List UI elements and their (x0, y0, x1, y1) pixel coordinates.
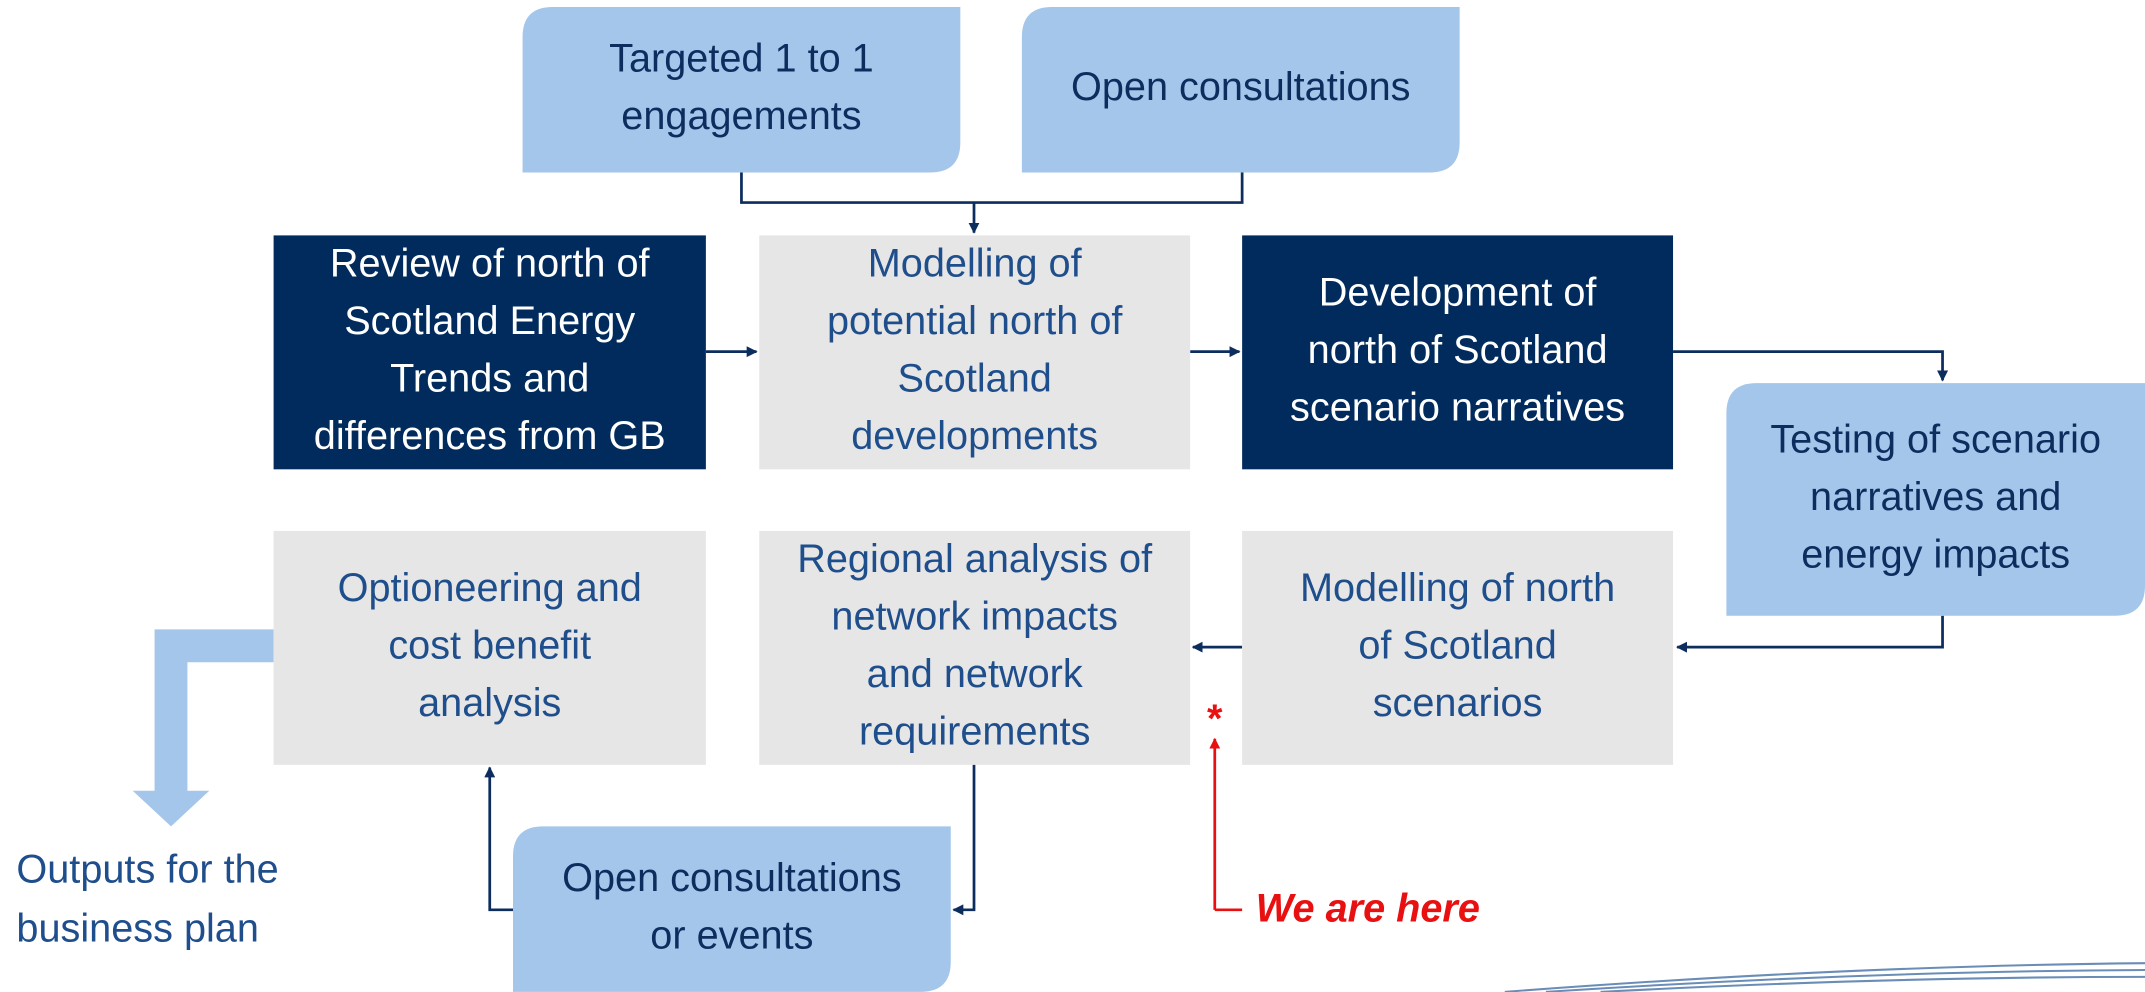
node-label: Modelling of north (1300, 566, 1615, 610)
node-label: Review of north of (330, 242, 651, 286)
node-label: differences from GB (314, 414, 666, 458)
node-label: Regional analysis of (797, 537, 1153, 581)
node-label: Open consultations (562, 856, 901, 900)
node-label: Open consultations (1071, 65, 1411, 109)
node-label: developments (851, 414, 1098, 458)
node-box (273, 235, 706, 470)
outputs-label: Outputs for the (16, 847, 278, 891)
here-marker: * (1207, 697, 1223, 741)
node-label: analysis (418, 681, 561, 725)
connector (740, 172, 1244, 204)
node-label: energy impacts (1801, 532, 2070, 576)
node-label: of Scotland (1358, 623, 1556, 667)
node-label: scenarios (1373, 681, 1543, 725)
node-label: and network (867, 652, 1083, 696)
node-label: potential north of (827, 299, 1123, 343)
node-label: Testing of scenario (1770, 417, 2101, 461)
output-arrowhead (132, 790, 210, 827)
node-label: network impacts (831, 595, 1118, 639)
node-label: Trends and (390, 357, 589, 401)
node-label: north of Scotland (1308, 328, 1608, 372)
node-label: narratives and (1810, 475, 2061, 519)
node-label: Scotland (898, 357, 1052, 401)
arrow (1676, 615, 1944, 653)
swoosh (1504, 962, 2145, 992)
node-label: or events (650, 913, 813, 957)
node-box (1726, 383, 2145, 616)
node-box (512, 826, 951, 992)
node-box (273, 530, 706, 765)
node-label: requirements (859, 710, 1090, 754)
outputs-label: business plan (16, 906, 259, 950)
node-label: cost benefit (388, 623, 591, 667)
node-box (759, 530, 1191, 765)
node-box (522, 6, 961, 173)
node-label: engagements (621, 94, 861, 138)
node-box (1242, 530, 1674, 765)
node-label: Targeted 1 to 1 (609, 36, 874, 80)
arrow (484, 766, 513, 912)
node-box (1021, 6, 1460, 173)
node-label: Development of (1319, 270, 1598, 314)
node-box (759, 235, 1191, 470)
here-label: We are here (1256, 887, 1480, 931)
arrow (952, 764, 976, 916)
output-arrow (154, 629, 274, 808)
node-label: Optioneering and (338, 566, 642, 610)
node-box (1242, 235, 1674, 470)
node-label: Modelling of (868, 242, 1083, 286)
node-label: scenario narratives (1290, 385, 1625, 429)
arrow (1673, 350, 1949, 382)
node-label: Scotland Energy (344, 299, 635, 343)
connectors (484, 172, 1949, 916)
